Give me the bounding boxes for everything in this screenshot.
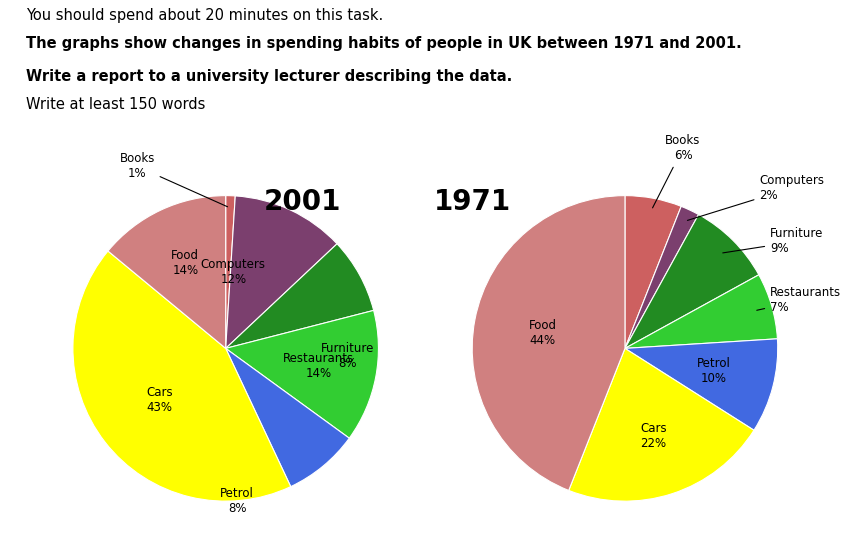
Wedge shape bbox=[226, 196, 337, 348]
Text: Furniture
9%: Furniture 9% bbox=[723, 227, 824, 255]
Text: Food
14%: Food 14% bbox=[171, 249, 200, 276]
Wedge shape bbox=[472, 196, 625, 491]
Text: Books
6%: Books 6% bbox=[653, 134, 700, 208]
Wedge shape bbox=[226, 348, 349, 487]
Text: You should spend about 20 minutes on this task.: You should spend about 20 minutes on thi… bbox=[26, 8, 384, 23]
Wedge shape bbox=[625, 339, 778, 430]
Wedge shape bbox=[226, 244, 373, 348]
Wedge shape bbox=[226, 310, 378, 438]
Wedge shape bbox=[108, 196, 226, 348]
Wedge shape bbox=[625, 196, 681, 348]
Text: Cars
22%: Cars 22% bbox=[640, 421, 667, 450]
Text: The graphs show changes in spending habits of people in UK between 1971 and 2001: The graphs show changes in spending habi… bbox=[26, 36, 742, 51]
Text: Petrol
8%: Petrol 8% bbox=[220, 487, 254, 515]
Text: Write a report to a university lecturer describing the data.: Write a report to a university lecturer … bbox=[26, 69, 512, 84]
Wedge shape bbox=[226, 196, 235, 348]
Text: Restaurants
7%: Restaurants 7% bbox=[757, 285, 841, 314]
Text: Food
44%: Food 44% bbox=[529, 319, 556, 347]
Wedge shape bbox=[569, 348, 754, 501]
Text: Write at least 150 words: Write at least 150 words bbox=[26, 97, 206, 112]
Wedge shape bbox=[625, 275, 778, 348]
Text: Restaurants
14%: Restaurants 14% bbox=[283, 352, 354, 380]
Text: Books
1%: Books 1% bbox=[120, 152, 227, 207]
Wedge shape bbox=[625, 206, 699, 348]
Text: Furniture
8%: Furniture 8% bbox=[321, 342, 375, 370]
Wedge shape bbox=[625, 215, 759, 348]
Text: Petrol
10%: Petrol 10% bbox=[697, 357, 731, 385]
Text: Computers
12%: Computers 12% bbox=[201, 258, 266, 286]
Wedge shape bbox=[73, 251, 291, 501]
Text: 2001: 2001 bbox=[264, 188, 341, 216]
Text: 1971: 1971 bbox=[434, 188, 511, 216]
Text: Cars
43%: Cars 43% bbox=[146, 386, 173, 414]
Text: Computers
2%: Computers 2% bbox=[687, 174, 825, 221]
